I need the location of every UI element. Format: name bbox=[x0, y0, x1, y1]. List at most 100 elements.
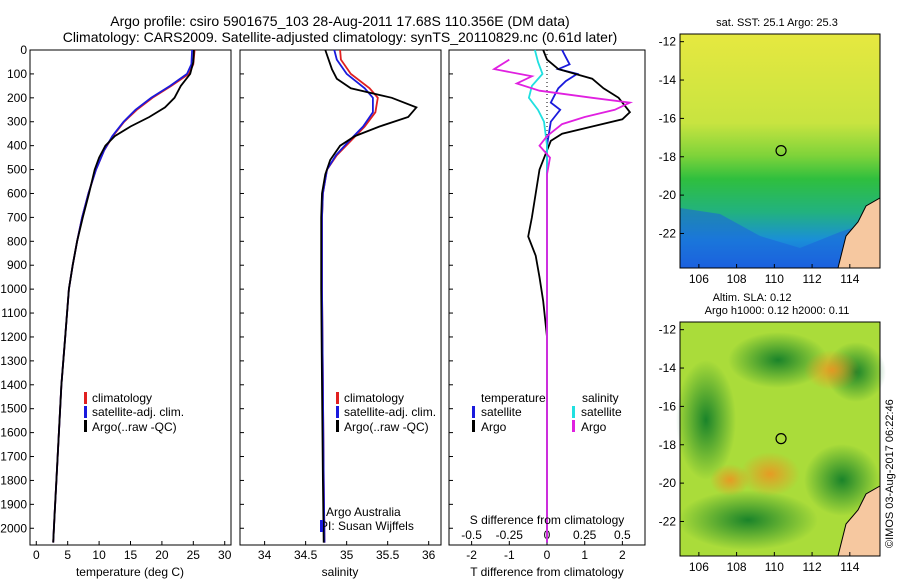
sst-map-frame bbox=[679, 33, 881, 269]
x-tick-label: -1 bbox=[504, 548, 515, 562]
series-line-satellite-adj-clim- bbox=[321, 49, 374, 543]
y-tick-label: 2000 bbox=[0, 521, 27, 535]
series-line-s-satellite bbox=[527, 49, 548, 543]
s-tick-label: -0.5 bbox=[461, 528, 482, 542]
legend-label-satellite: satellite-adj. clim. bbox=[92, 405, 184, 419]
salinity-legend: climatology satellite-adj. clim. Argo(..… bbox=[336, 391, 436, 434]
temperature-axis-ticks: 0 5 10 15 20 25 30 bbox=[33, 541, 232, 562]
legend-label-t-argo: Argo bbox=[481, 420, 507, 434]
sla-eddy-negative bbox=[676, 360, 736, 480]
y-tick-label: 800 bbox=[7, 234, 27, 248]
map-x-tick-label: 110 bbox=[765, 272, 784, 286]
map-y-tick-label: -18 bbox=[659, 438, 677, 452]
map-x-tick-label: 108 bbox=[727, 560, 747, 574]
legend-label-climatology: climatology bbox=[344, 391, 404, 405]
legend-label-argo: Argo(..raw -QC) bbox=[92, 420, 177, 434]
salinity-panel-frame bbox=[239, 49, 442, 546]
map-y-tick-label: -14 bbox=[659, 361, 677, 375]
x-tick-label: 36 bbox=[422, 548, 436, 562]
sla-map-frame bbox=[679, 321, 881, 557]
map-y-tick-label: -14 bbox=[659, 73, 677, 87]
map-y-tick-label: -12 bbox=[659, 323, 677, 337]
map-x-tick-label: 112 bbox=[803, 272, 822, 286]
series-line-climatology bbox=[52, 49, 196, 543]
legend-swatch-argo bbox=[336, 420, 339, 432]
legend-swatch-satellite bbox=[84, 406, 87, 418]
legend-label-s-satellite: satellite bbox=[581, 405, 622, 419]
y-tick-label: 600 bbox=[7, 186, 27, 200]
y-tick-label: 1200 bbox=[0, 330, 27, 344]
temperature-panel-frame bbox=[29, 49, 232, 546]
temperature-xlabel: temperature (deg C) bbox=[76, 565, 184, 579]
map-y-tick-label: -16 bbox=[659, 399, 677, 413]
legend-swatch-t-argo bbox=[472, 420, 475, 432]
sst-map-xticks: 106 108 110 112 114 bbox=[689, 264, 860, 286]
depth-axis-ticks: 0 100 200 300 400 500 600 700 800 900 1000 1100 1200… bbox=[0, 43, 453, 535]
x-tick-label: 34 bbox=[258, 548, 272, 562]
attribution-swatch bbox=[320, 520, 323, 532]
attribution-line-2: PI: Susan Wijffels bbox=[320, 519, 414, 533]
map-y-tick-label: -18 bbox=[659, 150, 677, 164]
map-x-tick-label: 114 bbox=[840, 272, 859, 286]
difference-axis-ticks: -2 -1 0 1 2 bbox=[466, 541, 626, 562]
map-y-tick-label: -16 bbox=[659, 111, 677, 125]
map-x-tick-label: 108 bbox=[727, 272, 747, 286]
y-tick-label: 1700 bbox=[0, 450, 27, 464]
y-tick-label: 1800 bbox=[0, 473, 27, 487]
series-line-s-argo bbox=[491, 58, 634, 543]
x-tick-label: 10 bbox=[92, 548, 106, 562]
sst-map-title: sat. SST: 25.1 Argo: 25.3 bbox=[716, 17, 838, 29]
sla-eddy-negative bbox=[678, 490, 818, 550]
sla-eddy-negative bbox=[728, 332, 828, 388]
x-tick-label: 1 bbox=[581, 548, 588, 562]
legend-title-salinity: salinity bbox=[582, 391, 619, 405]
sla-eddy-positive bbox=[740, 452, 800, 496]
sla-eddy-negative bbox=[804, 444, 880, 516]
y-tick-label: 400 bbox=[7, 139, 27, 153]
y-tick-label: 300 bbox=[7, 115, 27, 129]
map-x-tick-label: 114 bbox=[840, 560, 859, 574]
salinity-lines bbox=[320, 49, 418, 543]
x-tick-label: 25 bbox=[187, 548, 201, 562]
sst-map-yticks: -12 -14 -16 -18 -20 -22 bbox=[659, 35, 684, 240]
y-tick-label: 1400 bbox=[0, 378, 27, 392]
argo-location-marker bbox=[775, 433, 787, 445]
x-tick-label: 2 bbox=[619, 548, 626, 562]
legend-label-satellite: satellite-adj. clim. bbox=[344, 405, 436, 419]
x-tick-label: 34.5 bbox=[294, 548, 318, 562]
s-difference-xlabel: S difference from climatology bbox=[470, 513, 625, 527]
legend-swatch-argo bbox=[84, 420, 87, 432]
difference-lines bbox=[491, 49, 634, 543]
map-y-tick-label: -20 bbox=[659, 476, 677, 490]
sla-map-subtitle: Argo h1000: 0.12 h2000: 0.11 bbox=[705, 305, 850, 317]
sla-map-title: Altim. SLA: 0.12 bbox=[713, 292, 792, 304]
sla-map: Altim. SLA: 0.12 Argo h1000: 0.12 h2000:… bbox=[659, 292, 886, 574]
s-tick-label: -0.25 bbox=[496, 528, 524, 542]
map-y-tick-label: -12 bbox=[659, 35, 677, 49]
x-tick-label: 35 bbox=[340, 548, 354, 562]
x-tick-label: 15 bbox=[124, 548, 138, 562]
legend-title-temperature: temperature bbox=[481, 391, 546, 405]
temperature-lines bbox=[52, 49, 196, 543]
y-tick-label: 1600 bbox=[0, 426, 27, 440]
x-tick-label: -2 bbox=[466, 548, 477, 562]
y-tick-label: 1000 bbox=[0, 282, 27, 296]
title-line-1: Argo profile: csiro 5901675_103 28-Aug-2… bbox=[110, 13, 569, 29]
legend-label-t-satellite: satellite bbox=[481, 405, 522, 419]
imos-credit: ©IMOS 03-Aug-2017 06:22:46 bbox=[884, 399, 896, 548]
y-tick-label: 700 bbox=[7, 210, 27, 224]
x-tick-label: 35.5 bbox=[376, 548, 400, 562]
y-tick-label: 900 bbox=[7, 258, 27, 272]
series-line-t-argo bbox=[527, 49, 632, 543]
legend-swatch-climatology bbox=[336, 392, 339, 404]
sla-eddy-positive bbox=[710, 464, 750, 496]
y-tick-label: 1100 bbox=[1, 306, 27, 320]
series-line-argo-raw-qc- bbox=[52, 49, 195, 543]
sla-map-yticks: -12 -14 -16 -18 -20 -22 bbox=[659, 323, 684, 528]
y-tick-label: 500 bbox=[7, 163, 27, 177]
map-x-tick-label: 110 bbox=[765, 560, 784, 574]
legend-label-s-argo: Argo bbox=[581, 420, 607, 434]
y-tick-label: 1900 bbox=[0, 497, 27, 511]
cold-water-patch bbox=[680, 208, 858, 268]
legend-label-climatology: climatology bbox=[92, 391, 152, 405]
